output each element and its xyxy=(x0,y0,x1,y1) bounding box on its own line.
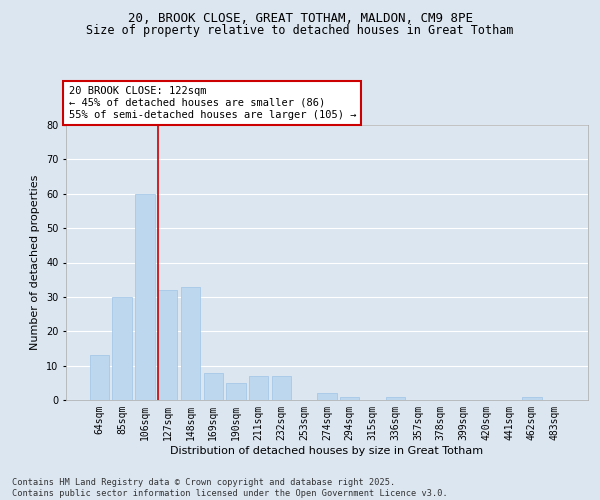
Text: Size of property relative to detached houses in Great Totham: Size of property relative to detached ho… xyxy=(86,24,514,37)
Bar xyxy=(135,194,155,400)
Bar xyxy=(317,393,337,400)
Text: Contains HM Land Registry data © Crown copyright and database right 2025.
Contai: Contains HM Land Registry data © Crown c… xyxy=(12,478,448,498)
Bar xyxy=(112,297,132,400)
X-axis label: Distribution of detached houses by size in Great Totham: Distribution of detached houses by size … xyxy=(170,446,484,456)
Bar xyxy=(181,286,200,400)
Bar xyxy=(522,396,542,400)
Bar xyxy=(90,356,109,400)
Bar xyxy=(158,290,178,400)
Text: 20, BROOK CLOSE, GREAT TOTHAM, MALDON, CM9 8PE: 20, BROOK CLOSE, GREAT TOTHAM, MALDON, C… xyxy=(128,12,473,26)
Bar xyxy=(203,372,223,400)
Bar xyxy=(226,383,245,400)
Bar xyxy=(272,376,291,400)
Bar xyxy=(386,396,405,400)
Bar xyxy=(340,396,359,400)
Y-axis label: Number of detached properties: Number of detached properties xyxy=(31,175,40,350)
Text: 20 BROOK CLOSE: 122sqm
← 45% of detached houses are smaller (86)
55% of semi-det: 20 BROOK CLOSE: 122sqm ← 45% of detached… xyxy=(68,86,356,120)
Bar xyxy=(249,376,268,400)
